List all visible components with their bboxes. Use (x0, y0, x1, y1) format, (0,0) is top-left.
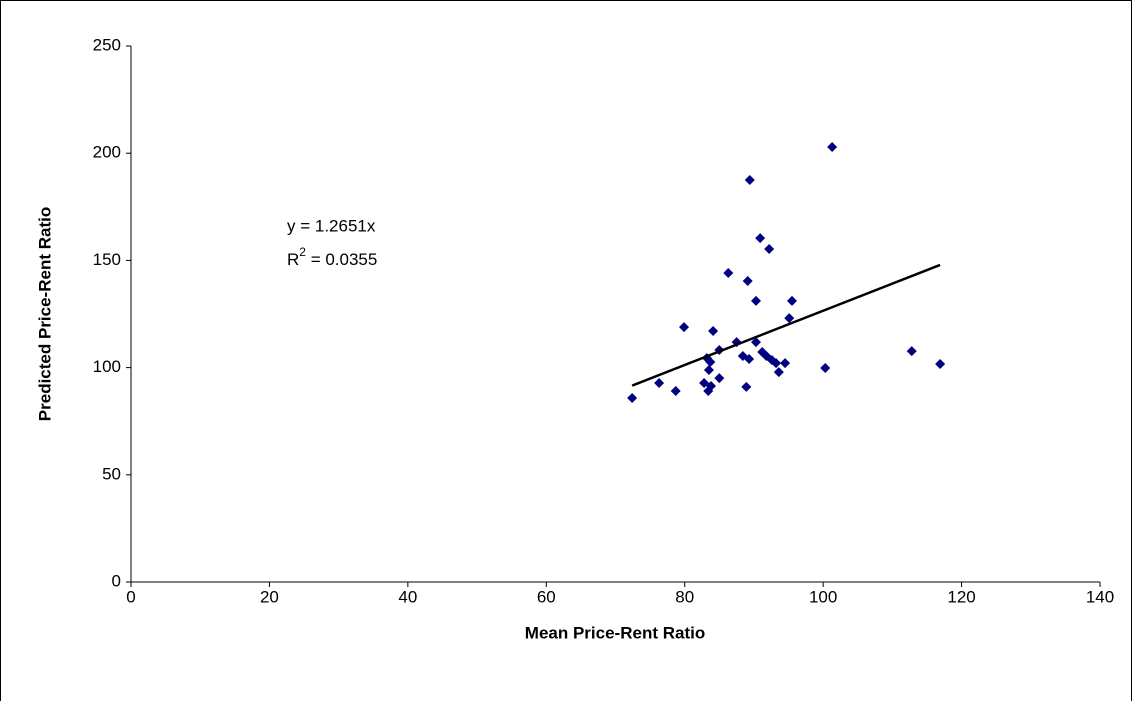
data-point (705, 357, 716, 368)
x-tick-label: 120 (947, 587, 975, 606)
trendline (631, 263, 941, 387)
x-tick-label: 80 (675, 587, 694, 606)
data-point (771, 358, 782, 369)
y-tick-label: 200 (93, 143, 121, 162)
data-point (627, 393, 638, 404)
data-point (751, 337, 762, 348)
r-superscript: 2 (299, 245, 306, 259)
x-tick-label: 140 (1086, 587, 1114, 606)
data-point (744, 354, 755, 365)
data-point (714, 373, 725, 384)
data-point (723, 268, 734, 279)
y-tick-label: 250 (93, 35, 121, 54)
data-point (751, 295, 762, 306)
data-point (741, 381, 752, 392)
data-point (764, 244, 775, 255)
data-point (773, 367, 784, 378)
data-point (820, 363, 831, 374)
data-point (703, 364, 714, 375)
data-point (786, 295, 797, 306)
y-axis-title: Predicted Price-Rent Ratio (35, 207, 54, 421)
data-point (827, 141, 838, 152)
x-tick-label: 0 (126, 587, 135, 606)
x-tick-label: 40 (398, 587, 417, 606)
data-point (703, 385, 714, 396)
data-point (906, 346, 917, 357)
data-point (742, 275, 753, 286)
y-tick-label: 100 (93, 357, 121, 376)
data-point (784, 313, 795, 324)
data-point (780, 358, 791, 369)
x-tick-label: 100 (809, 587, 837, 606)
data-point (935, 358, 946, 369)
data-point (744, 175, 755, 185)
x-axis-title: Mean Price-Rent Ratio (525, 623, 705, 642)
y-tick-label: 150 (93, 250, 121, 269)
x-tick-label: 20 (260, 587, 279, 606)
data-point (679, 322, 690, 333)
r-value: = 0.0355 (306, 250, 377, 269)
data-point (708, 325, 719, 336)
equation-annotation: y = 1.2651x (287, 216, 376, 235)
y-tick-label: 0 (112, 571, 121, 590)
data-point (755, 233, 766, 244)
data-point (670, 385, 681, 396)
r-text: R (287, 250, 299, 269)
data-point (654, 378, 665, 389)
y-tick-label: 50 (102, 464, 121, 483)
r-squared-annotation: R2 = 0.0355 (287, 245, 377, 269)
x-tick-label: 60 (537, 587, 556, 606)
